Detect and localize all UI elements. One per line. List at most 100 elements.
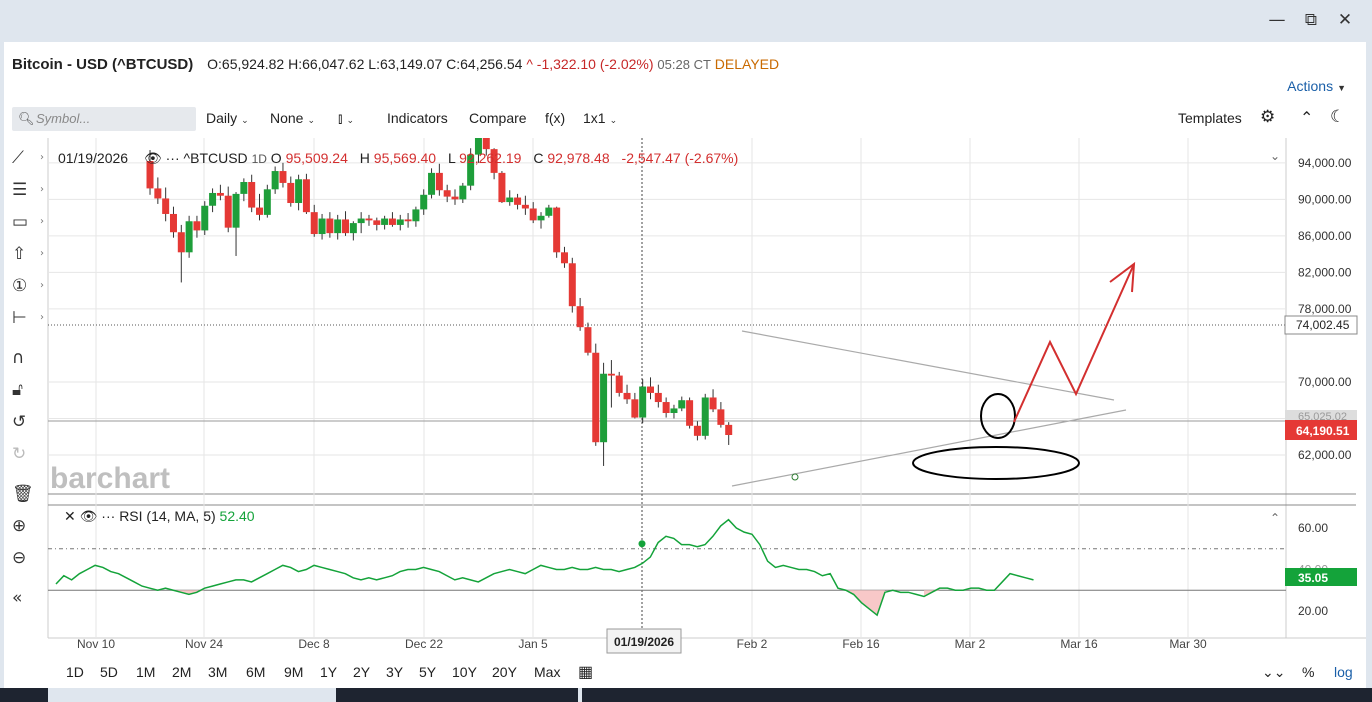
date-label: Dec 8	[298, 637, 330, 651]
legend-close-label: C	[533, 150, 544, 166]
chart-app: Bitcoin - USD (^BTCUSD) O:65,924.82 H:66…	[4, 42, 1366, 688]
arrow-tool-icon[interactable]: ⇧ ›	[12, 244, 44, 264]
period-button-max[interactable]: Max	[534, 664, 561, 680]
candle-body	[279, 171, 287, 183]
interval-label: Daily	[206, 110, 238, 126]
period-button-10y[interactable]: 10Y	[452, 664, 477, 680]
legend-open: 95,509.24	[285, 150, 348, 166]
candlestick-icon: ⫾	[338, 110, 343, 126]
candle-body	[224, 195, 232, 228]
period-button-9m[interactable]: 9M	[284, 664, 304, 680]
period-button-1d[interactable]: 1D	[66, 664, 84, 680]
candle-body	[459, 185, 467, 200]
price-label: 82,000.00	[1298, 265, 1352, 279]
candle-body	[545, 207, 553, 216]
collapse-sidebar-icon[interactable]: «	[12, 588, 23, 608]
more-icon[interactable]: ···	[101, 508, 116, 524]
rsi-axis-label: 20.00	[1298, 604, 1328, 618]
collapse-up-icon[interactable]: ⌃	[1300, 110, 1314, 127]
user-drawings	[731, 261, 1136, 487]
indicators-button[interactable]: Indicators	[387, 110, 448, 126]
zoom-in-icon[interactable]: ⊕	[12, 516, 27, 536]
more-icon[interactable]: ···	[165, 150, 180, 166]
chart-type-dropdown[interactable]: ⫾ ⌄	[338, 110, 354, 127]
eye-icon[interactable]: 👁︎	[143, 150, 162, 166]
actions-menu[interactable]: Actions ▼	[1287, 78, 1346, 94]
zoom-out-icon[interactable]: ⊖	[12, 548, 27, 568]
candle-body	[553, 207, 561, 253]
window-titlebar: — ⧉ ✕	[0, 0, 1372, 40]
candle-body	[498, 172, 506, 203]
close-icon[interactable]: ✕	[1337, 10, 1353, 30]
magnet-icon[interactable]: ∩	[12, 348, 25, 368]
trash-icon[interactable]: 🗑︎	[12, 484, 34, 504]
trendline-tool-icon[interactable]: ⟋ ›	[12, 148, 44, 168]
period-button-3m[interactable]: 3M	[208, 664, 228, 680]
templates-button[interactable]: Templates	[1178, 110, 1242, 126]
compare-button[interactable]: Compare	[469, 110, 527, 126]
legend-change: -2,547.47 (-2.67%)	[621, 150, 739, 166]
period-button-1m[interactable]: 1M	[136, 664, 156, 680]
period-button-5y[interactable]: 5Y	[419, 664, 437, 680]
measure-tool-icon[interactable]: ⊢ ›	[12, 308, 44, 328]
none-label: None	[270, 110, 304, 126]
price-label: 78,000.00	[1298, 302, 1352, 316]
restore-icon[interactable]: ⧉	[1304, 10, 1318, 30]
search-icon: 🔍︎	[18, 111, 35, 126]
candle-body	[506, 197, 514, 203]
period-button-1y[interactable]: 1Y	[320, 664, 338, 680]
minimize-icon[interactable]: —	[1268, 10, 1286, 30]
candle-body	[287, 182, 295, 204]
annotation-tool-icon[interactable]: ① ›	[12, 276, 44, 296]
legend-open-label: O	[270, 150, 282, 166]
period-button-3y[interactable]: 3Y	[386, 664, 404, 680]
price-label: 70,000.00	[1298, 375, 1352, 389]
percent-toggle[interactable]: %	[1302, 664, 1315, 680]
gear-icon[interactable]: ⚙	[1260, 107, 1276, 126]
ellipse-annotation	[912, 446, 1080, 480]
fx-button[interactable]: f(x)	[545, 110, 566, 126]
period-button-2m[interactable]: 2M	[172, 664, 192, 680]
calendar-icon[interactable]: ▦	[578, 664, 594, 681]
rectangle-tool-icon[interactable]: ▭ ›	[12, 212, 44, 232]
candle-body	[256, 207, 263, 215]
redo-icon[interactable]: ↻	[12, 444, 27, 464]
candle-body	[271, 171, 279, 190]
barchart-watermark: barchart	[50, 462, 170, 495]
date-label: Mar 30	[1169, 637, 1207, 651]
quote-change: ^ -1,322.10 (-2.02%)	[526, 56, 654, 72]
candle-body	[162, 198, 170, 214]
symbol-search-input[interactable]: 🔍︎ Symbol...	[12, 107, 196, 131]
candle-body	[600, 373, 608, 443]
text-tool-icon[interactable]: ☰ ›	[12, 180, 44, 200]
taskbar-segment	[336, 688, 578, 702]
candle-body	[490, 149, 498, 173]
interval-dropdown[interactable]: Daily ⌄	[206, 110, 249, 126]
lock-icon[interactable]: 🔓︎	[12, 380, 24, 400]
candle-body	[232, 193, 240, 228]
legend-high-label: H	[359, 150, 370, 166]
chevron-down-icon: ⌄	[241, 115, 249, 125]
chart-canvas[interactable]: barchart Nov 10 Nov 24 Dec 8 Dec 22 Jan 5 Feb…	[4, 42, 1366, 688]
eye-icon[interactable]: 👁︎	[79, 508, 98, 524]
log-toggle[interactable]: log	[1334, 664, 1353, 680]
crosshair-price-box	[1284, 315, 1358, 335]
price-label: 86,000.00	[1298, 229, 1352, 243]
projection-arrow	[1013, 263, 1135, 423]
close-pane-icon[interactable]: ✕	[64, 508, 76, 524]
period-button-20y[interactable]: 20Y	[492, 664, 517, 680]
moon-icon[interactable]: ☾	[1330, 107, 1346, 126]
candle-body	[521, 204, 529, 209]
candle-body	[623, 392, 631, 400]
candle-body	[584, 327, 592, 353]
candle-body	[146, 161, 154, 189]
period-button-6m[interactable]: 6M	[246, 664, 266, 680]
double-chevron-down-icon[interactable]: ⌄⌄	[1262, 664, 1286, 680]
layout-dropdown[interactable]: 1x1 ⌄	[583, 110, 617, 126]
none-dropdown[interactable]: None ⌄	[270, 110, 315, 126]
candle-body	[654, 392, 662, 403]
undo-icon[interactable]: ↺	[12, 412, 27, 432]
period-button-2y[interactable]: 2Y	[353, 664, 371, 680]
period-button-5d[interactable]: 5D	[100, 664, 118, 680]
candle-body	[662, 402, 670, 414]
